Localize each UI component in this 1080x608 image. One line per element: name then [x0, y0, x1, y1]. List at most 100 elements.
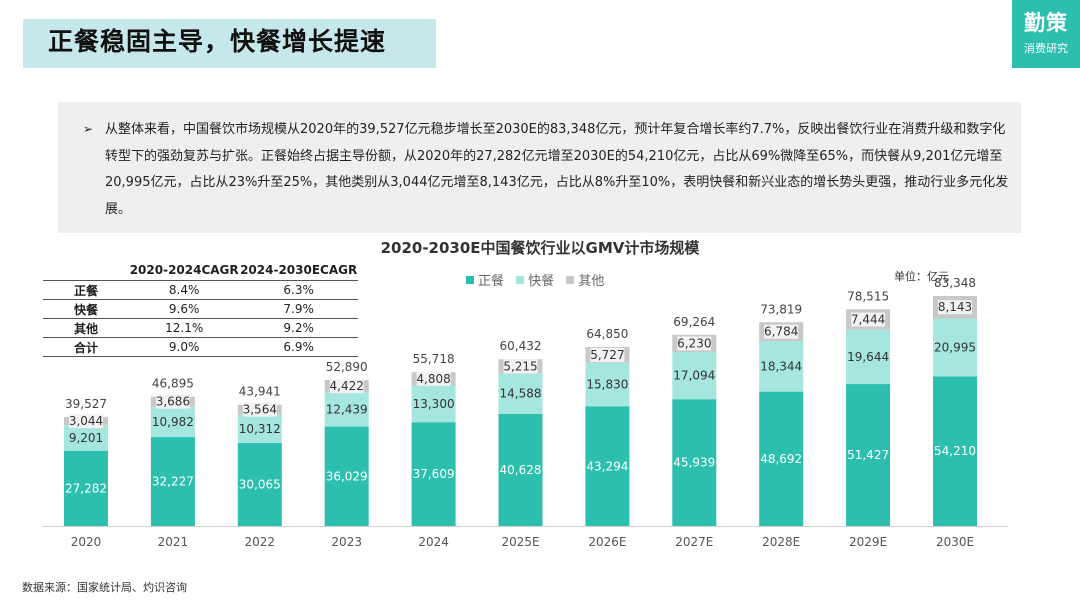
data-label-kuaican: 17,094 — [673, 369, 715, 383]
row-label: 正餐 — [43, 280, 129, 300]
cagr-value: 9.0% — [129, 337, 240, 357]
data-label-qita: 7,444 — [851, 313, 885, 327]
data-label-total: 46,895 — [152, 377, 194, 391]
data-label-kuaican: 13,300 — [413, 397, 455, 411]
bar-segment-zhengcan — [64, 450, 108, 526]
data-label-kuaican: 10,312 — [239, 422, 281, 436]
x-tick-label: 2024 — [418, 535, 449, 549]
data-label-qita: 4,808 — [416, 372, 450, 386]
data-label-bg-qita — [242, 402, 277, 417]
data-label-zhengcan: 54,210 — [934, 444, 976, 458]
bar-segment-zhengcan — [933, 376, 977, 526]
bar-segment-kuaican — [237, 414, 282, 444]
title-banner — [23, 19, 436, 68]
table-row: 合计 9.0% 6.9% — [43, 337, 358, 357]
data-label-bg-qita — [329, 379, 364, 394]
summary-box: ➢ 从整体来看，中国餐饮市场规模从2020年的39,527亿元稳步增长至2030… — [58, 102, 1021, 233]
cagr-value: 9.2% — [239, 318, 358, 338]
data-label-kuaican: 10,982 — [152, 415, 194, 429]
cagr-value: 6.3% — [239, 280, 358, 300]
summary-text: 从整体来看，中国餐饮市场规模从2020年的39,527亿元稳步增长至2030E的… — [105, 122, 1009, 217]
data-label-zhengcan: 45,939 — [673, 456, 715, 470]
table-row: 正餐 8.4% 6.3% — [43, 280, 358, 300]
data-label-qita: 3,044 — [69, 414, 103, 428]
data-label-zhengcan: 37,609 — [413, 467, 455, 481]
data-label-zhengcan: 30,065 — [239, 478, 281, 492]
cagr-value: 7.9% — [239, 299, 358, 319]
data-source: 数据来源：国家统计局、灼识咨询 — [22, 581, 187, 594]
legend-item-kuaican: 快餐 — [516, 274, 554, 289]
bar-segment-kuaican — [759, 340, 804, 392]
bar-segment-zhengcan — [324, 426, 369, 526]
bar-segment-kuaican — [585, 362, 630, 407]
data-label-qita: 4,422 — [330, 379, 364, 393]
data-label-qita: 6,230 — [677, 336, 711, 350]
data-label-kuaican: 19,644 — [847, 350, 889, 364]
legend-label-kuaican: 快餐 — [528, 274, 555, 289]
cagr-header-2: 2024-2030ECAGR — [240, 263, 358, 277]
data-label-total: 78,515 — [847, 289, 889, 303]
bar-segment-zhengcan — [585, 406, 630, 526]
data-label-kuaican: 15,830 — [586, 378, 628, 392]
x-tick-label: 2026E — [588, 535, 626, 549]
data-label-total: 64,850 — [586, 327, 628, 341]
data-label-kuaican: 9,201 — [69, 431, 103, 445]
x-tick-label: 2027E — [675, 535, 713, 549]
bar-segment-zhengcan — [846, 384, 891, 526]
bar-segment-kuaican — [150, 406, 195, 438]
data-label-total: 60,432 — [500, 339, 542, 353]
bar-segment-zhengcan — [759, 391, 804, 526]
cagr-header-row: 2020-2024CAGR 2024-2030ECAGR — [43, 260, 358, 281]
data-label-total: 55,718 — [413, 352, 455, 366]
bar-segment-kuaican — [64, 425, 108, 451]
data-label-zhengcan: 43,294 — [586, 459, 628, 473]
table-row: 其他 12.1% 9.2% — [43, 318, 358, 338]
legend-item-zhengcan: 正餐 — [466, 274, 504, 289]
data-label-bg-qita — [503, 359, 538, 374]
cagr-value: 12.1% — [129, 318, 240, 338]
legend-label-zhengcan: 正餐 — [478, 274, 505, 289]
legend-swatch-kuaican — [516, 276, 525, 284]
bar-segment-kuaican — [411, 385, 456, 423]
cagr-value: 8.4% — [129, 280, 240, 300]
x-tick-label: 2029E — [849, 535, 887, 549]
data-label-qita: 5,215 — [503, 359, 537, 373]
data-label-total: 39,527 — [65, 397, 107, 411]
chart-legend: 正餐 快餐 其他 — [466, 270, 612, 289]
data-label-zhengcan: 51,427 — [847, 448, 889, 462]
data-label-kuaican: 18,344 — [760, 359, 802, 373]
row-label: 其他 — [43, 318, 129, 338]
data-label-zhengcan: 27,282 — [65, 481, 107, 495]
page-title: 正餐稳固主导，快餐增长提速 — [48, 27, 387, 56]
brand-logo: 勤策 消费研究 — [1012, 0, 1080, 68]
data-label-qita: 3,564 — [243, 403, 277, 417]
bar-segment-kuaican — [846, 329, 891, 385]
table-row: 快餐 9.6% 7.9% — [43, 299, 358, 319]
cagr-value: 9.6% — [129, 299, 240, 319]
legend-swatch-qita — [566, 276, 575, 284]
data-label-bg-qita — [938, 300, 972, 315]
legend-label-qita: 其他 — [578, 274, 605, 289]
arrow-bullet-icon: ➢ — [83, 122, 94, 136]
data-label-zhengcan: 40,628 — [500, 463, 542, 477]
data-label-zhengcan: 36,029 — [326, 469, 368, 483]
x-tick-label: 2022 — [245, 535, 276, 549]
data-label-bg-qita — [590, 347, 625, 362]
data-label-zhengcan: 32,227 — [152, 475, 194, 489]
data-label-bg-qita — [677, 336, 712, 351]
legend-item-qita: 其他 — [566, 274, 604, 289]
bar-segment-kuaican — [498, 373, 543, 414]
bar-segment-kuaican — [672, 352, 717, 400]
data-label-total: 69,264 — [673, 315, 715, 329]
x-tick-label: 2028E — [762, 535, 800, 549]
data-label-bg-qita — [416, 371, 451, 386]
data-label-qita: 6,784 — [764, 325, 798, 339]
x-tick-label: 2020 — [71, 535, 102, 549]
data-label-bg-qita — [155, 394, 190, 409]
x-tick-label: 2023 — [331, 535, 362, 549]
data-label-total: 43,941 — [239, 385, 281, 399]
bar-segment-zhengcan — [150, 437, 195, 526]
bar-segment-kuaican — [933, 318, 977, 377]
logo-sub-text: 消费研究 — [1024, 42, 1068, 55]
